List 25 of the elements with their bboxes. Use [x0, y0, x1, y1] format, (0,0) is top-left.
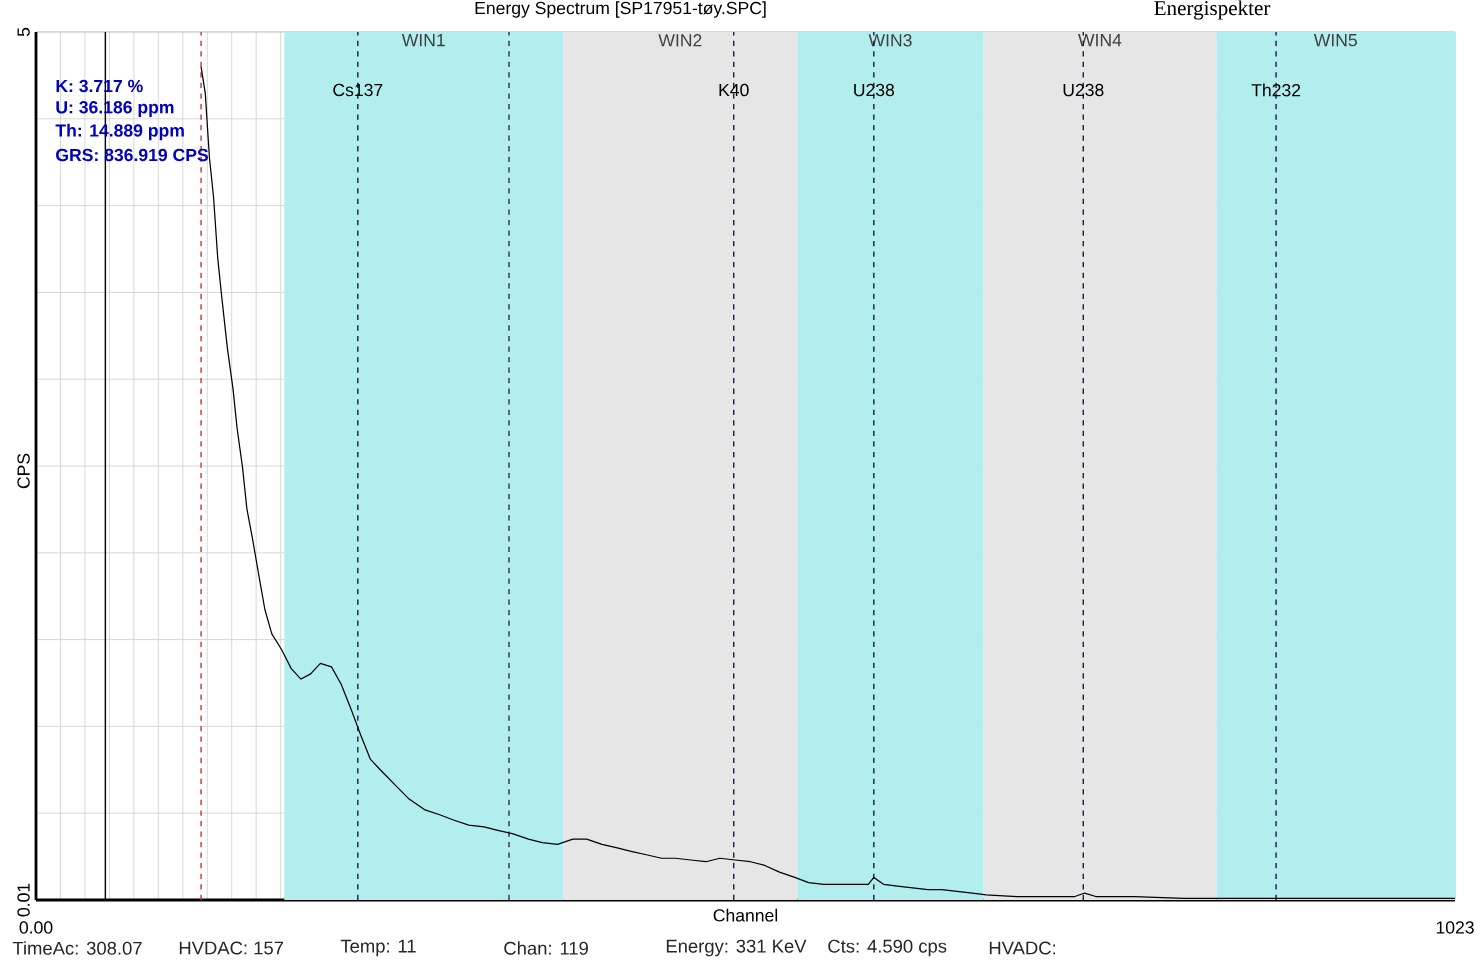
ref-line-label: U238: [854, 83, 895, 97]
x-axis-title: Channel: [713, 908, 778, 922]
text: Cts: 4.590 cps: [828, 939, 947, 957]
y-tick-label: 5: [17, 27, 30, 37]
x-tick-label: 1023: [1436, 921, 1474, 934]
band-label: WIN1: [401, 34, 445, 47]
x-tick-label: 0.00: [19, 921, 53, 934]
text: Temp: 11: [340, 939, 416, 957]
ref-line-label: Cs137: [333, 83, 383, 97]
text: TimeAc: 308.07: [12, 941, 142, 955]
chart-title: Energy Spectrum [SP17951-tøy.SPC]: [475, 1, 766, 18]
band-label: WIN3: [868, 34, 912, 47]
ref-line-label: K40: [719, 83, 749, 97]
ref-line-label: U238: [1063, 83, 1104, 97]
ref-line-label: Th232: [1251, 83, 1301, 97]
text: Energispekter: [1154, 0, 1271, 20]
text: HVADC:: [989, 941, 1056, 955]
y-tick-label: 0.01: [17, 883, 30, 917]
y-axis-title: CPS: [17, 453, 30, 489]
text: Chan: 119: [504, 941, 588, 955]
text: Energy: 331 KeV: [666, 939, 807, 957]
text: HVDAC: 157: [179, 941, 284, 955]
band-label: WIN5: [1313, 34, 1357, 47]
band-label: WIN4: [1078, 34, 1122, 47]
band-label: WIN2: [658, 34, 702, 47]
